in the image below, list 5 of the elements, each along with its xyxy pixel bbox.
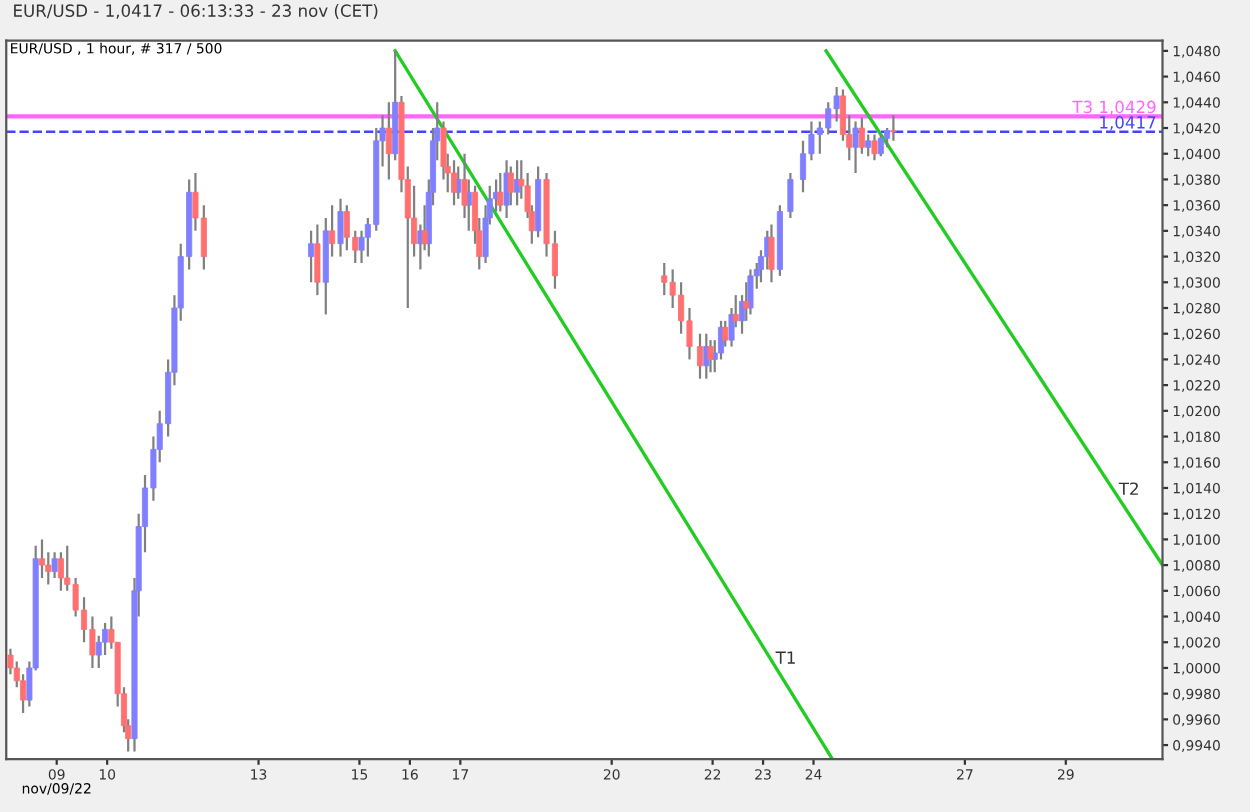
ref-line-label: 1,0417 [1100, 116, 1156, 131]
ref-line-label: T3 1,0429 [1072, 100, 1156, 115]
chart-title: EUR/USD - 1,0417 - 06:13:33 - 23 nov (CET) [14, 4, 378, 19]
series-label: T2 [1118, 482, 1138, 495]
series-label: T1 [775, 651, 795, 664]
